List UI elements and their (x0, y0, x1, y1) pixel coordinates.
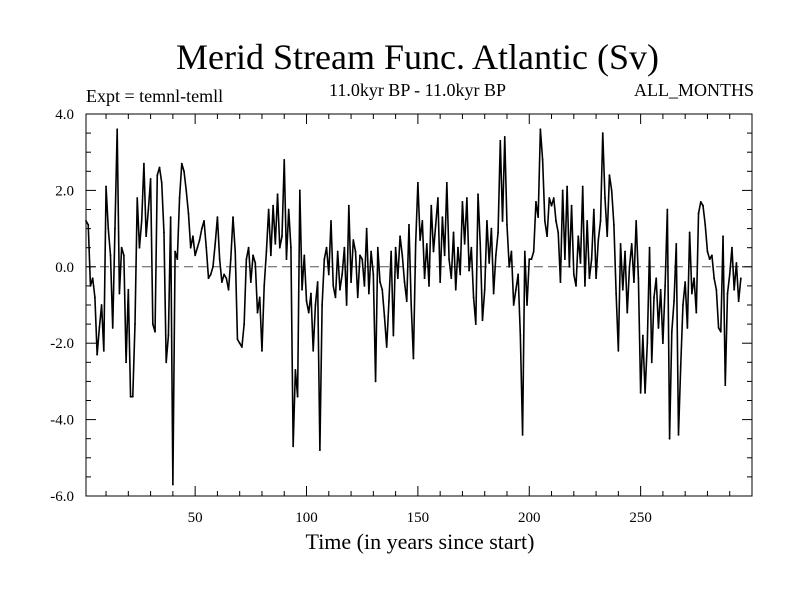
x-axis-ticks (105, 114, 731, 496)
y-tick-label: 0.0 (55, 260, 74, 276)
x-tick-label: 250 (629, 510, 652, 526)
chart-title: Merid Stream Func. Atlantic (Sv) (176, 37, 659, 77)
experiment-label: Expt = temnl-temll (86, 86, 224, 106)
x-tick-label: 50 (188, 510, 203, 526)
y-axis-ticks (86, 113, 752, 497)
period-label: 11.0kyr BP - 11.0kyr BP (328, 80, 506, 100)
x-axis-tick-labels: 50 100 150 200 250 (188, 510, 652, 526)
x-tick-label: 200 (518, 510, 541, 526)
months-label: ALL_MONTHS (634, 80, 754, 100)
x-axis-label: Time (in years since start) (305, 529, 535, 554)
y-axis-tick-labels: -6.0 -4.0 -2.0 0.0 2.0 4.0 (50, 107, 74, 505)
y-tick-label: -4.0 (50, 413, 74, 429)
x-tick-label: 100 (295, 510, 318, 526)
y-tick-label: -6.0 (50, 489, 74, 505)
y-tick-label: 2.0 (55, 183, 74, 199)
data-points (85, 128, 742, 486)
series-line-0 (85, 128, 742, 486)
y-tick-label: -2.0 (50, 336, 74, 352)
plot-frame (85, 113, 753, 497)
y-tick-label: 4.0 (55, 107, 74, 123)
x-tick-label: 150 (407, 510, 430, 526)
